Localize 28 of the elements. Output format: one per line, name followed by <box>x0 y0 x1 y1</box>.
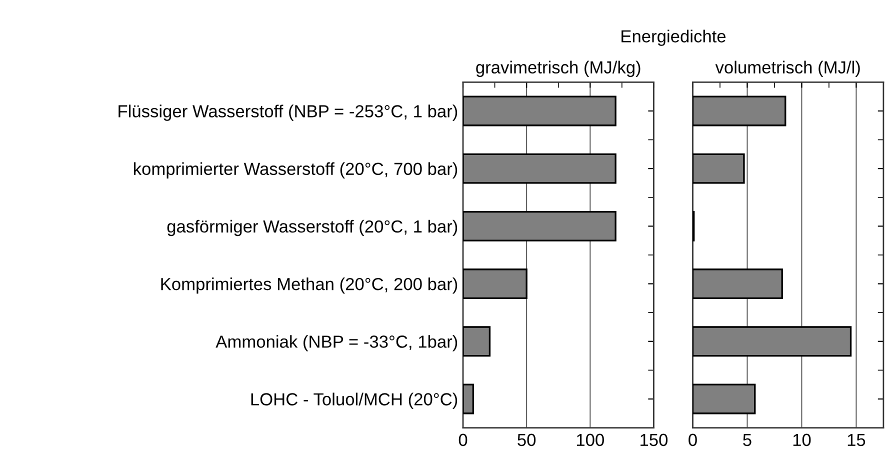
y-tick-label: Flüssiger Wasserstoff (NBP = -253°C, 1 bar) <box>118 104 458 121</box>
x-tick-label: 10 <box>793 434 811 446</box>
bar <box>463 153 616 184</box>
x-tick-label: 15 <box>848 434 866 446</box>
x-tick-label: 5 <box>743 434 752 446</box>
bar <box>463 384 474 414</box>
y-tick-label: LOHC - Toluol/MCH (20°C) <box>251 392 458 409</box>
x-tick-label: 0 <box>458 434 468 446</box>
bar <box>692 268 783 300</box>
bar <box>692 326 852 357</box>
x-tick-label: 100 <box>576 434 604 446</box>
bar <box>463 326 491 357</box>
x-tick-label: 50 <box>518 434 536 446</box>
y-tick-label: Komprimiertes Methan (20°C, 200 bar) <box>161 277 458 294</box>
bar <box>463 268 528 300</box>
chart-subtitle: gravimetrisch (MJ/kg) <box>476 60 640 77</box>
bar <box>692 96 786 126</box>
chart-subtitle: volumetrisch (MJ/l) <box>715 60 860 77</box>
bar <box>463 96 616 126</box>
bar <box>463 210 616 242</box>
chart-title: Energiedichte <box>622 30 726 46</box>
x-tick-label: 150 <box>640 434 668 446</box>
y-tick-label: gasförmiger Wasserstoff (20°C, 1 bar) <box>167 220 458 236</box>
y-tick-label: komprimierter Wasserstoff (20°C, 700 bar) <box>134 162 458 178</box>
bar <box>692 384 756 414</box>
x-tick-label: 0 <box>688 434 697 446</box>
y-tick-label: Ammoniak (NBP = -33°C, 1bar) <box>216 335 458 352</box>
bar <box>692 153 745 184</box>
